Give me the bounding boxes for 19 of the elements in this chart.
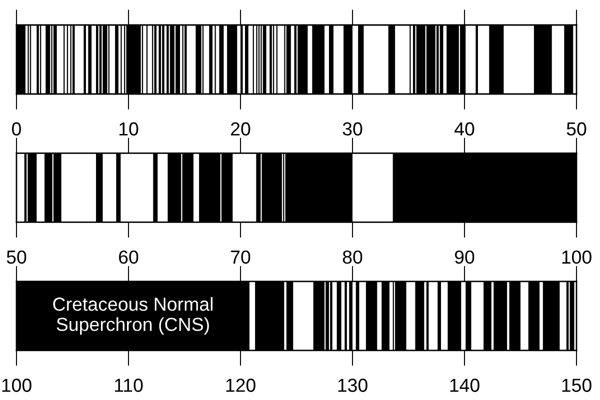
x-tick-label: 20	[231, 122, 250, 136]
x-tick-label: 0	[12, 122, 21, 136]
x-tick-label: 100	[562, 250, 592, 264]
x-tick-label: 110	[114, 378, 143, 392]
x-tick-label: 10	[120, 122, 138, 136]
x-tick-label: 70	[231, 250, 250, 264]
x-tick-label: 120	[226, 378, 256, 392]
x-tick-label: 130	[338, 378, 368, 392]
x-tick-label: 90	[454, 250, 474, 264]
x-tick-label: 80	[342, 250, 362, 264]
annotation: Cretaceous Normal Superchron (CNS)	[53, 297, 212, 335]
x-tick-label: 140	[450, 378, 480, 392]
x-tick-label: 60	[119, 250, 138, 264]
x-tick-label: 100	[2, 378, 32, 392]
x-tick-label: 150	[562, 378, 592, 392]
x-tick-label: 40	[454, 122, 474, 136]
x-tick-label: 30	[342, 122, 362, 136]
x-tick-label: 50	[6, 250, 26, 264]
x-tick-label: 50	[566, 122, 586, 136]
